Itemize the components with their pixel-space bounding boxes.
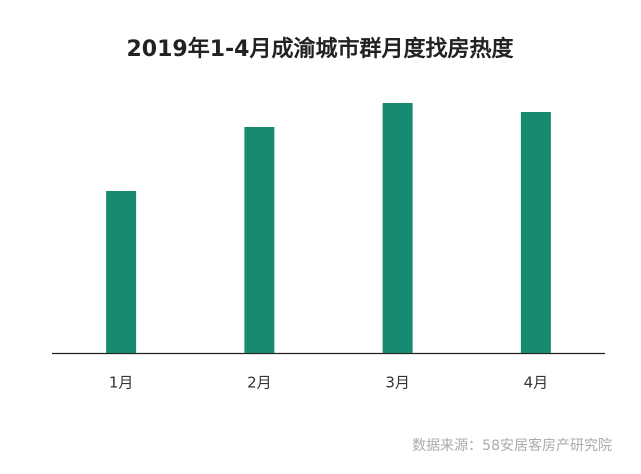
- x-tick-label: 1月: [109, 374, 134, 392]
- source-note: 数据来源：58安居客房产研究院: [412, 437, 612, 454]
- chart-title: 2019年1-4月成渝城市群月度找房热度: [127, 36, 515, 62]
- x-tick-label: 2月: [247, 374, 272, 392]
- bar: [244, 127, 275, 353]
- bar: [382, 103, 413, 353]
- x-tick-label: 4月: [524, 374, 549, 392]
- bar: [520, 112, 551, 353]
- bar: [106, 191, 137, 353]
- x-tick-label: 3月: [385, 374, 410, 392]
